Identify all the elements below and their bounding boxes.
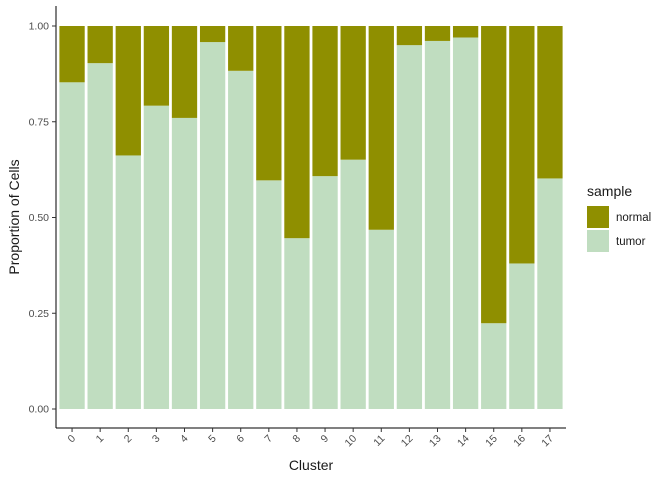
legend-label-normal: normal [616, 212, 651, 224]
bar-tumor-cluster-17 [537, 178, 563, 409]
y-tick-label: 0.50 [29, 212, 50, 224]
y-tick-label: 0.75 [29, 116, 50, 128]
legend-key-tumor [587, 230, 609, 252]
bar-normal-cluster-6 [228, 26, 254, 71]
bar-tumor-cluster-0 [59, 82, 85, 410]
x-axis-ticks: 0 1 2 3 4 5 6 7 8 9 10 11 12 13 14 15 16 17 [66, 428, 556, 450]
legend-label-tumor: tumor [616, 236, 646, 248]
bar-normal-cluster-17 [537, 26, 563, 179]
bar-normal-cluster-12 [396, 26, 423, 46]
bar-normal-cluster-14 [452, 26, 479, 38]
bar-tumor-cluster-15 [481, 323, 507, 409]
x-tick-label: 2 [122, 433, 135, 446]
bar-normal-cluster-7 [256, 26, 282, 181]
legend-key-normal [587, 206, 609, 228]
bars-layer [59, 26, 563, 410]
bar-normal-cluster-13 [424, 26, 451, 41]
x-tick-label: 5 [206, 433, 219, 446]
bar-normal-cluster-10 [340, 26, 366, 160]
x-tick-label: 16 [511, 433, 528, 450]
x-tick-label: 10 [343, 433, 360, 450]
x-tick-label: 8 [290, 433, 303, 446]
bar-tumor-cluster-1 [87, 63, 113, 409]
bar-tumor-cluster-13 [424, 40, 451, 409]
y-axis-title: Proportion of Cells [6, 159, 22, 274]
x-tick-label: 14 [455, 433, 472, 450]
x-tick-label: 6 [234, 433, 247, 446]
bar-tumor-cluster-7 [256, 180, 282, 409]
y-tick-label: 0.25 [29, 308, 50, 320]
bar-tumor-cluster-8 [284, 238, 310, 409]
x-tick-label: 15 [483, 433, 500, 450]
y-tick-label: 1.00 [29, 21, 50, 33]
bar-tumor-cluster-3 [143, 105, 170, 409]
bar-tumor-cluster-4 [171, 117, 198, 410]
bar-normal-cluster-4 [171, 26, 198, 118]
bar-tumor-cluster-10 [340, 159, 366, 409]
x-tick-label: 1 [94, 433, 107, 446]
bar-tumor-cluster-5 [199, 42, 226, 409]
bar-normal-cluster-8 [284, 26, 310, 239]
x-tick-label: 9 [319, 433, 332, 446]
bar-normal-cluster-3 [143, 26, 170, 106]
bar-normal-cluster-11 [368, 26, 394, 230]
bar-tumor-cluster-11 [368, 229, 394, 409]
x-tick-label: 12 [399, 433, 416, 450]
x-tick-label: 17 [539, 433, 556, 450]
bar-normal-cluster-5 [199, 26, 226, 43]
legend-title: sample [587, 183, 632, 199]
bar-normal-cluster-16 [509, 26, 535, 264]
bar-tumor-cluster-12 [396, 45, 423, 410]
bar-tumor-cluster-16 [509, 263, 535, 409]
x-tick-label: 7 [262, 433, 275, 446]
x-tick-label: 13 [427, 433, 444, 450]
x-tick-label: 11 [371, 433, 387, 449]
bar-normal-cluster-1 [87, 26, 113, 64]
x-axis-title: Cluster [289, 457, 334, 473]
legend: sample normal tumor [587, 183, 651, 252]
y-tick-label: 0.00 [29, 404, 50, 416]
bar-tumor-cluster-2 [115, 155, 141, 409]
bar-tumor-cluster-9 [312, 176, 338, 409]
x-tick-label: 3 [150, 433, 163, 446]
bar-tumor-cluster-14 [452, 37, 479, 410]
bar-normal-cluster-9 [312, 26, 338, 177]
bar-normal-cluster-0 [59, 26, 85, 83]
y-axis-ticks: 0.00 0.25 0.50 0.75 1.00 [29, 21, 56, 416]
bar-normal-cluster-15 [481, 26, 507, 324]
bar-normal-cluster-2 [115, 26, 141, 156]
x-tick-label: 4 [178, 433, 191, 446]
x-tick-label: 0 [66, 433, 79, 446]
bar-tumor-cluster-6 [228, 70, 254, 409]
